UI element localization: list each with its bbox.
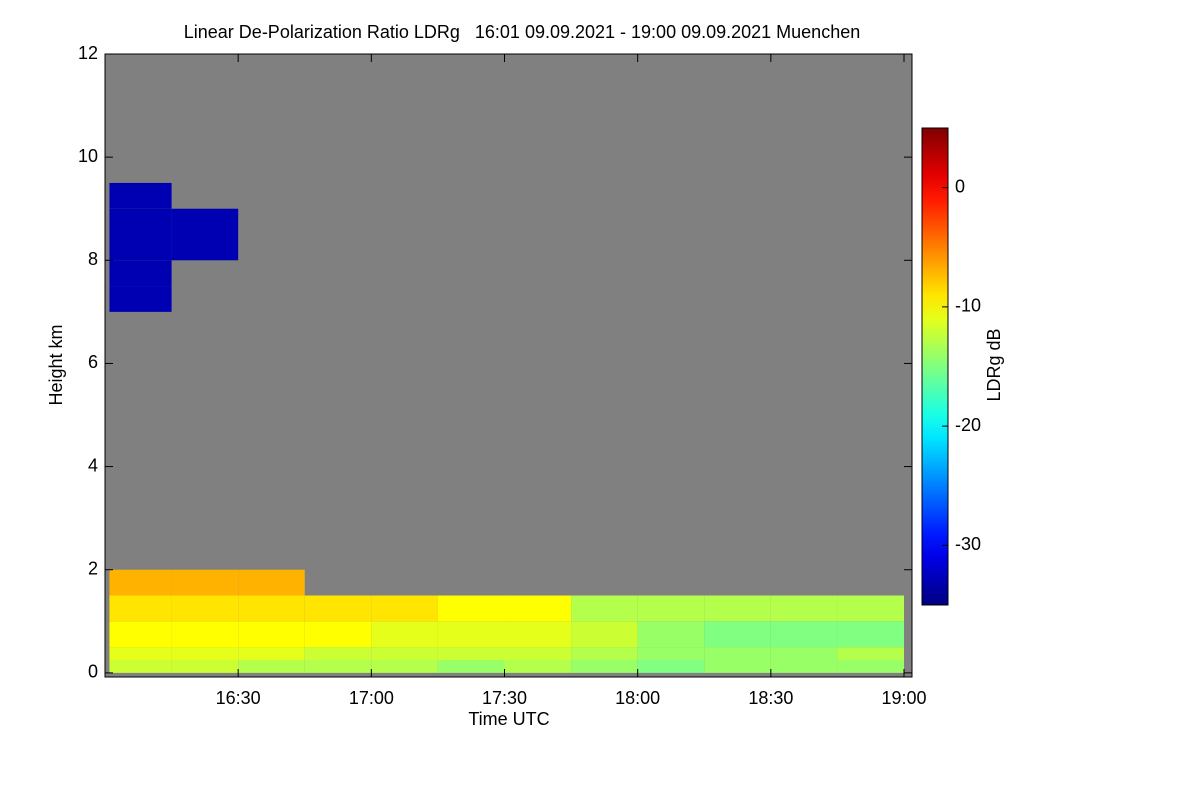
heatmap-cell — [109, 208, 172, 235]
heatmap-cell — [571, 621, 638, 648]
colorbar-label: LDRg dB — [984, 328, 1004, 401]
heatmap-cell — [504, 595, 572, 622]
heatmap-cell — [171, 647, 239, 660]
x-tick-label: 17:30 — [482, 688, 527, 708]
y-tick-label: 12 — [78, 43, 98, 63]
heatmap-cell — [437, 659, 505, 673]
colorbar — [921, 127, 949, 606]
heatmap-cell — [704, 659, 771, 673]
heatmap-cell — [238, 569, 305, 596]
heatmap-cell — [637, 621, 705, 648]
y-tick-label: 10 — [78, 146, 98, 166]
colorbar-tick-label: -10 — [955, 296, 981, 316]
heatmap-cell — [371, 595, 438, 622]
heatmap-cell — [837, 647, 905, 660]
heatmap-cell — [109, 260, 172, 287]
heatmap-cell — [770, 659, 838, 673]
chart-title: Linear De-Polarization Ratio LDRg 16:01 … — [184, 22, 860, 42]
x-axis-label: Time UTC — [468, 709, 549, 729]
x-tick-label: 17:00 — [349, 688, 394, 708]
heatmap-cell — [304, 659, 372, 673]
heatmap-cell — [770, 647, 838, 660]
y-tick-label: 0 — [88, 662, 98, 682]
heatmap-cell — [171, 659, 239, 673]
heatmap-cell — [571, 659, 638, 673]
heatmap-cell — [837, 595, 905, 622]
heatmap-cell — [238, 647, 305, 660]
heatmap-cell — [371, 621, 438, 648]
heatmap-cell — [770, 621, 838, 648]
heatmap-cell — [171, 234, 239, 261]
y-tick-label: 8 — [88, 249, 98, 269]
plot-frame — [104, 53, 913, 678]
heatmap-cell — [171, 621, 239, 648]
y-tick-label: 2 — [88, 558, 98, 578]
heatmap-cell — [109, 286, 172, 312]
heatmap-cell — [437, 595, 505, 622]
colorbar-tick-label: 0 — [955, 176, 965, 196]
heatmap-cell — [171, 569, 239, 596]
heatmap-cell — [770, 595, 838, 622]
heatmap-cell — [238, 595, 305, 622]
x-tick-label: 19:00 — [881, 688, 926, 708]
heatmap-cell — [637, 595, 705, 622]
heatmap-cell — [238, 621, 305, 648]
heatmap-cell — [571, 647, 638, 660]
heatmap-cell — [109, 569, 172, 596]
heatmap-cell — [837, 621, 905, 648]
heatmap-cell — [304, 647, 372, 660]
heatmap-cell — [109, 182, 172, 209]
heatmap-cell — [637, 659, 705, 673]
heatmap-cell — [109, 595, 172, 622]
heatmap-cell — [504, 647, 572, 660]
heatmap-cell — [171, 595, 239, 622]
heatmap-cell — [704, 621, 771, 648]
heatmap-cell — [109, 621, 172, 648]
y-tick-label: 4 — [88, 455, 98, 475]
x-tick-label: 18:30 — [748, 688, 793, 708]
heatmap-cell — [437, 621, 505, 648]
heatmap-cell — [704, 595, 771, 622]
y-tick-label: 6 — [88, 352, 98, 372]
heatmap-cell — [504, 659, 572, 673]
heatmap-cell — [437, 647, 505, 660]
heatmap-cell — [371, 659, 438, 673]
colorbar-tick-label: -20 — [955, 415, 981, 435]
heatmap-cell — [304, 621, 372, 648]
heatmap-cell — [371, 647, 438, 660]
heatmap-cell — [637, 647, 705, 660]
heatmap-cell — [837, 659, 905, 673]
heatmap-cell — [571, 595, 638, 622]
heatmap-cell — [171, 208, 239, 235]
y-axis-label: Height km — [46, 324, 66, 405]
heatmap-cell — [504, 621, 572, 648]
x-tick-label: 16:30 — [216, 688, 261, 708]
colorbar-tick-label: -30 — [955, 534, 981, 554]
heatmap-cell — [704, 647, 771, 660]
heatmap-cell — [109, 647, 172, 660]
heatmap-cell — [109, 234, 172, 261]
x-tick-label: 18:00 — [615, 688, 660, 708]
heatmap-cell — [304, 595, 372, 622]
heatmap-cell — [109, 659, 172, 673]
heatmap-cell — [238, 659, 305, 673]
